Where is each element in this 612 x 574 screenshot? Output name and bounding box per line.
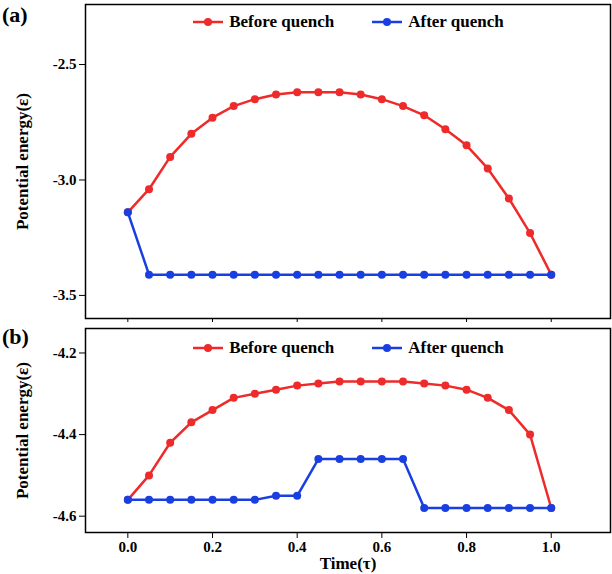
html-text:(a): (a) [2,2,28,27]
svg-text:0.2: 0.2 [203,539,222,555]
svg-text:Potential energy(ε): Potential energy(ε) [13,93,32,230]
svg-text:-4.6: -4.6 [53,508,77,524]
html-text:After quench: After quench [408,338,504,357]
svg-text:-3.5: -3.5 [53,287,77,303]
svg-text:0.8: 0.8 [457,539,476,555]
svg-text:-3.0: -3.0 [53,172,77,188]
svg-text:Potential energy(ε): Potential energy(ε) [13,362,32,499]
html-text:Before quench: Before quench [229,12,335,31]
svg-text:1.0: 1.0 [542,539,561,555]
svg-text:-2.5: -2.5 [53,56,77,72]
svg-text:-4.4: -4.4 [53,426,77,442]
svg-text:0.0: 0.0 [118,539,137,555]
html-text:(b): (b) [2,324,29,349]
html-text:After quench: After quench [408,12,504,31]
svg-text:0.6: 0.6 [372,539,392,556]
svg-text:Time(τ): Time(τ) [320,554,377,573]
svg-text:0.4: 0.4 [288,539,307,555]
html-text:Before quench: Before quench [229,338,335,357]
svg-text:-4.2: -4.2 [53,345,77,361]
